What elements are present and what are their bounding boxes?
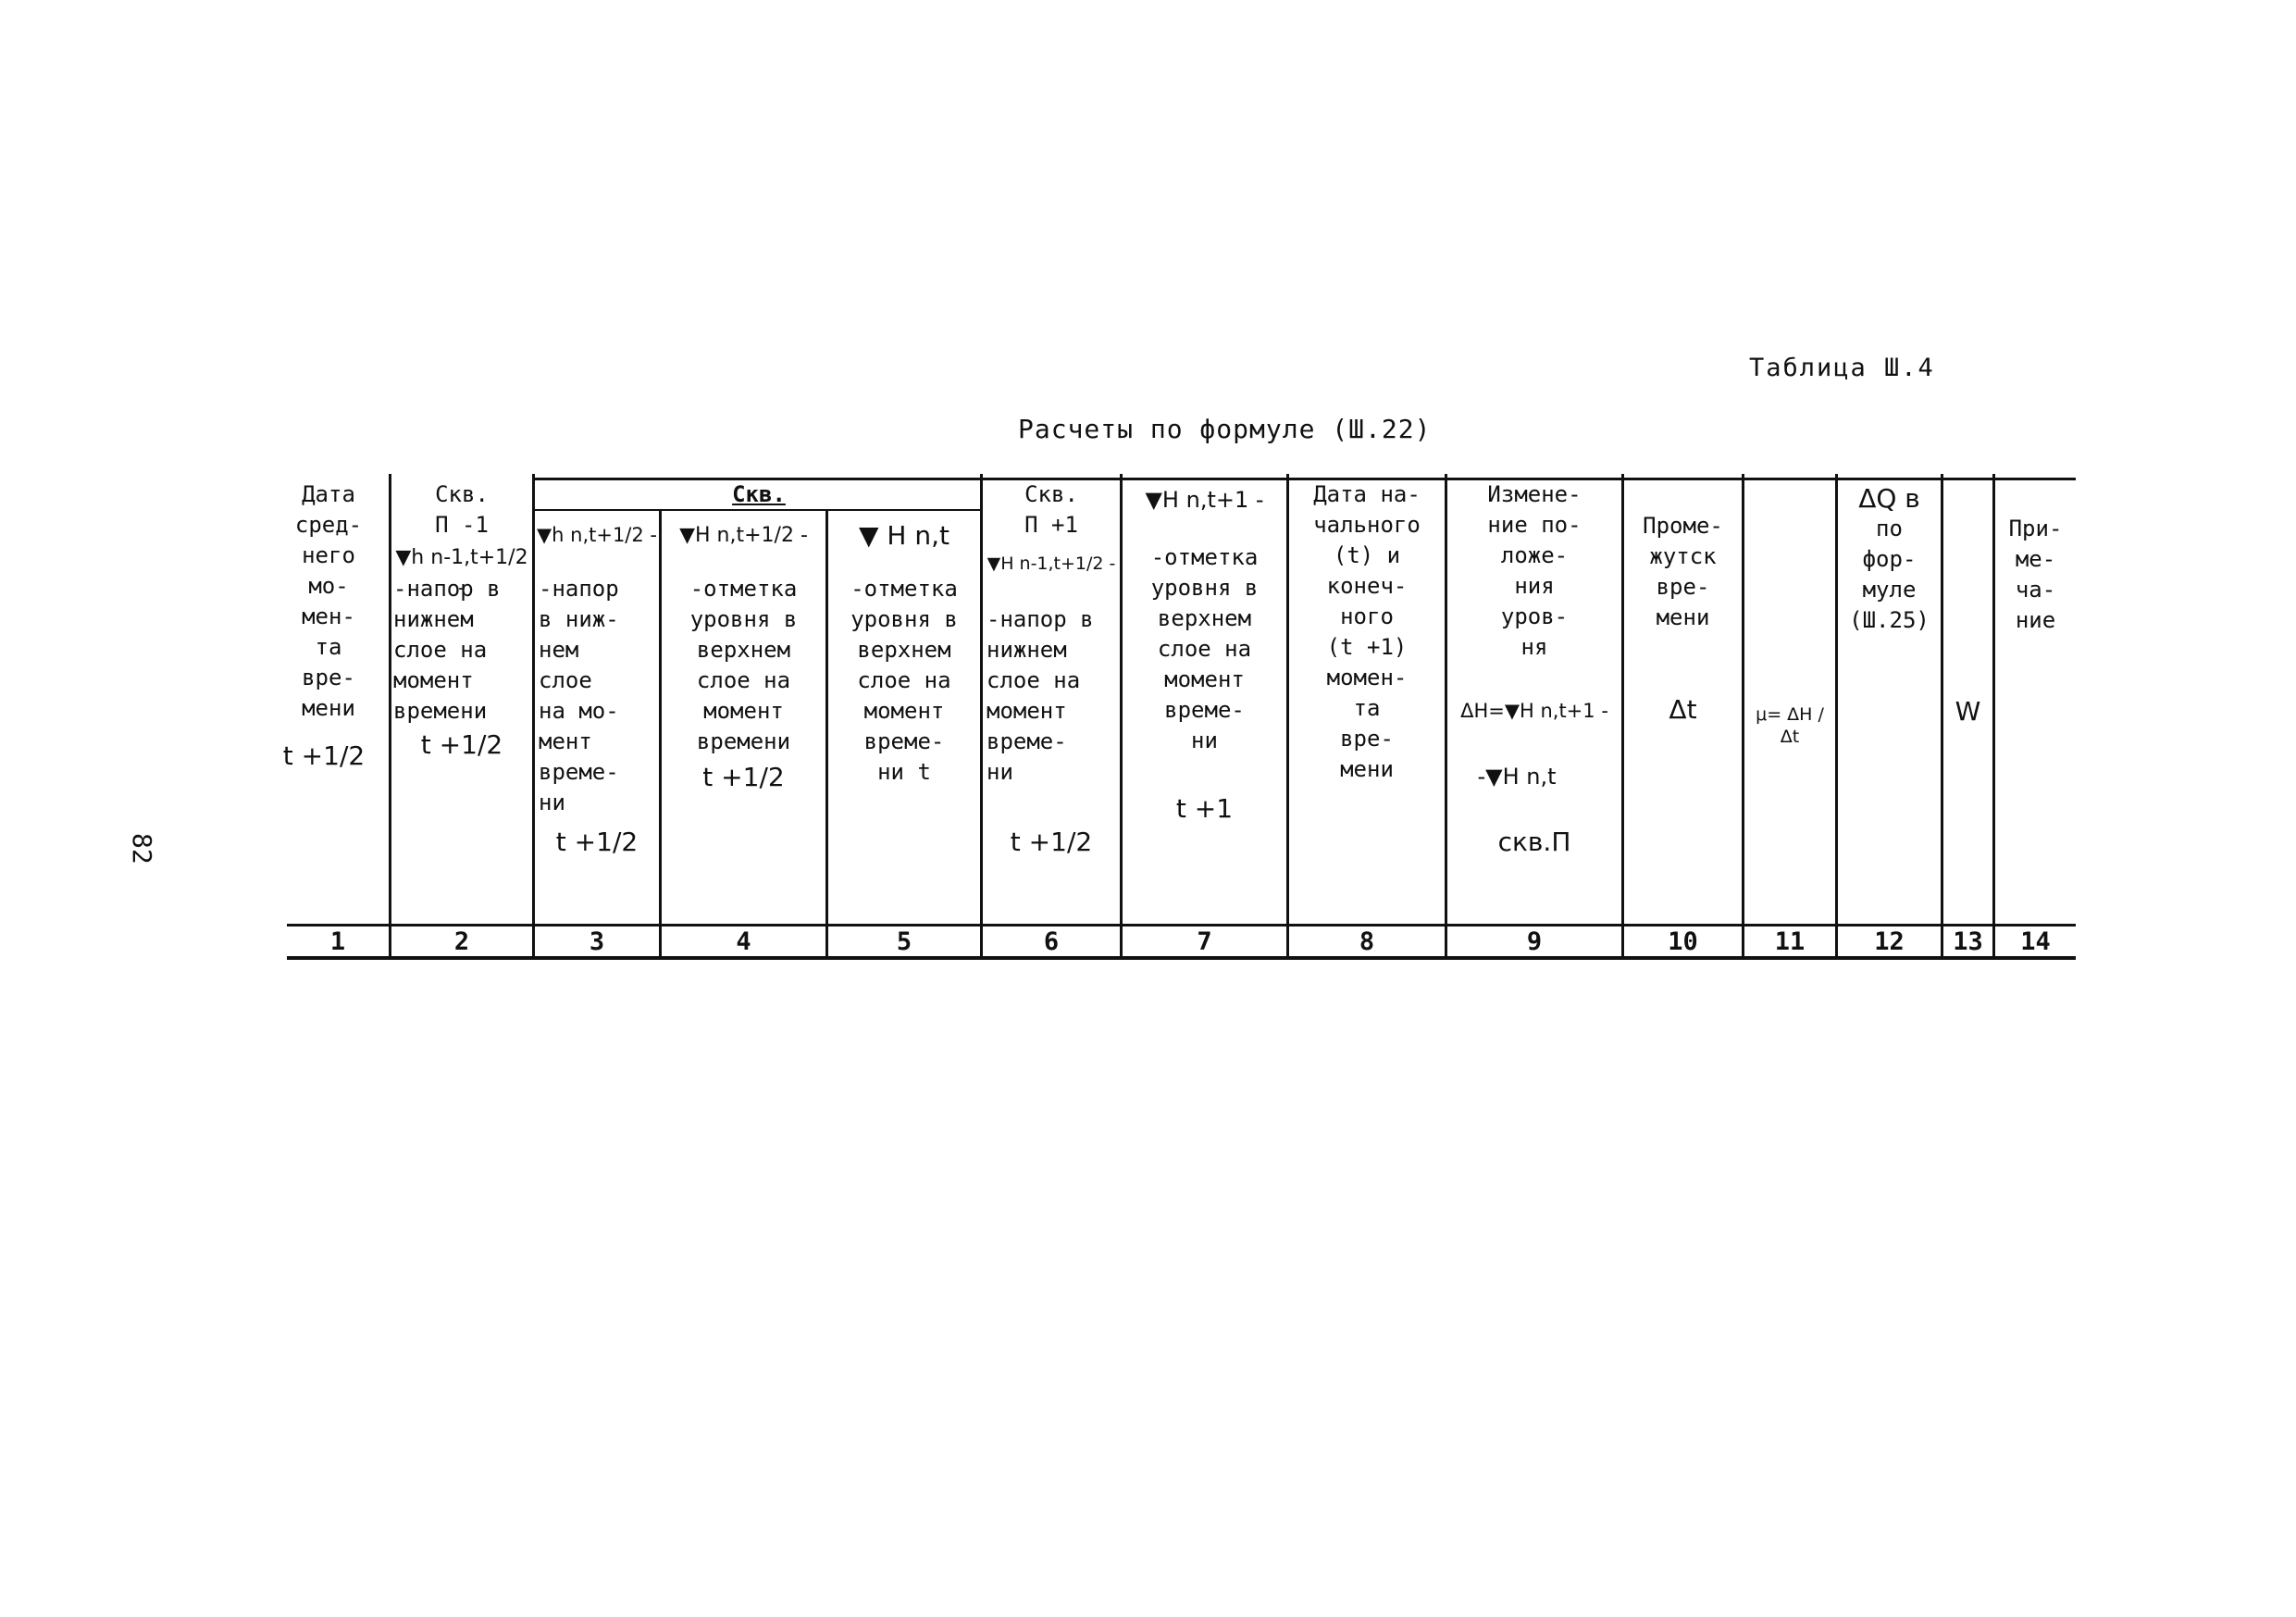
col-divider: [1445, 474, 1447, 959]
col-number: 3: [589, 927, 605, 956]
col-9-symbol: ΔH=▼H n,t+1 -: [1460, 700, 1608, 722]
col-number: 6: [1043, 927, 1060, 956]
group-header: Скв.: [732, 481, 786, 507]
col-divider: [659, 509, 662, 959]
col-number: 14: [2020, 927, 2051, 956]
col-divider: [1835, 474, 1838, 959]
col-6-symbol: ▼H n-1,t+1/2 -: [987, 554, 1116, 574]
col-number: 13: [1953, 927, 1983, 956]
col-divider: [1742, 474, 1744, 959]
col-number: 2: [453, 927, 470, 956]
col-10-symbol: Δt: [1669, 694, 1697, 725]
page-number: 82: [127, 833, 157, 864]
col-8-header: Дата на- чального (t) и конеч- ного (t +…: [1313, 481, 1421, 782]
col-number: 9: [1526, 927, 1543, 956]
col-divider: [1120, 474, 1123, 959]
col-4-tail: t +1/2: [702, 762, 785, 792]
col-6-tail: t +1/2: [1010, 827, 1093, 857]
table-top-rule: [535, 478, 2076, 480]
col-1-header: Дата сред- него мо- мен- та вре- мени: [294, 481, 363, 721]
table-label: Таблица Ш.4: [1749, 354, 1935, 382]
group-rule: [535, 509, 983, 511]
col-number: 5: [896, 927, 912, 956]
col-divider: [1941, 474, 1943, 959]
col-5-text: -отметка уровня в верхнем слое на момент…: [850, 576, 958, 785]
col-12-symbol: ΔQ в: [1858, 483, 1920, 514]
col-13-symbol: W: [1955, 696, 1981, 727]
table-bottom-rule: [287, 956, 2076, 960]
col-11-symbol: μ= ΔH / Δt: [1756, 704, 1824, 747]
col-divider: [980, 474, 983, 959]
col-9-header: Измене- ние по- ложе- ния уров- ня: [1487, 481, 1582, 660]
col-number: 4: [736, 927, 751, 956]
col-divider: [1621, 474, 1624, 959]
col-2-symbol: ▼h n-1,t+1/2 -: [395, 546, 528, 600]
col-6-text: -напор в нижнем слое на момент време- ни: [987, 606, 1094, 785]
col-divider: [1286, 474, 1289, 959]
col-14-header: При- ме- ча- ние: [2008, 516, 2063, 633]
col-divider: [532, 474, 535, 959]
col-3-text: -напор в ниж- нем слое на мо- мент време…: [539, 576, 619, 815]
col-9-tail: скв.П: [1497, 827, 1571, 857]
col-7-tail: t +1: [1175, 793, 1234, 824]
col-6-header: Скв. П +1: [1024, 481, 1078, 538]
col-2-header: Скв. П -1: [435, 481, 489, 538]
col-number: 10: [1668, 927, 1698, 956]
numbers-top-rule: [287, 924, 2076, 927]
col-12-text: по фор- муле (Ш.25): [1849, 516, 1930, 633]
col-number: 7: [1197, 927, 1212, 956]
col-5-symbol: ▼ H n,t: [858, 520, 949, 551]
table-caption: Расчеты по формуле (Ш.22): [1018, 414, 1432, 444]
col-divider: [1992, 474, 1995, 959]
col-2-text: -напор в нижнем слое на момент времени: [393, 576, 501, 724]
col-divider: [825, 509, 828, 959]
col-3-tail: t +1/2: [555, 827, 639, 857]
col-2-tail: t +1/2: [420, 729, 503, 760]
col-4-text: -отметка уровня в верхнем слое на момент…: [689, 576, 798, 754]
col-10-header: Проме- жутск вре- мени: [1643, 513, 1723, 630]
col-number: 12: [1874, 927, 1905, 956]
col-7-text: -отметка уровня в верхнем слое на момент…: [1150, 544, 1259, 753]
col-number: 1: [329, 927, 346, 956]
col-number: 11: [1774, 927, 1806, 956]
col-4-symbol: ▼H n,t+1/2 -: [679, 524, 808, 547]
col-7-symbol: ▼H n,t+1 -: [1145, 487, 1264, 513]
col-3-symbol: ▼h n,t+1/2 -: [537, 524, 657, 546]
col-divider: [389, 474, 391, 959]
col-1-symbol: t +1/2: [282, 740, 366, 771]
col-number: 8: [1359, 927, 1375, 956]
col-9-text: -▼H n,t: [1477, 764, 1557, 790]
